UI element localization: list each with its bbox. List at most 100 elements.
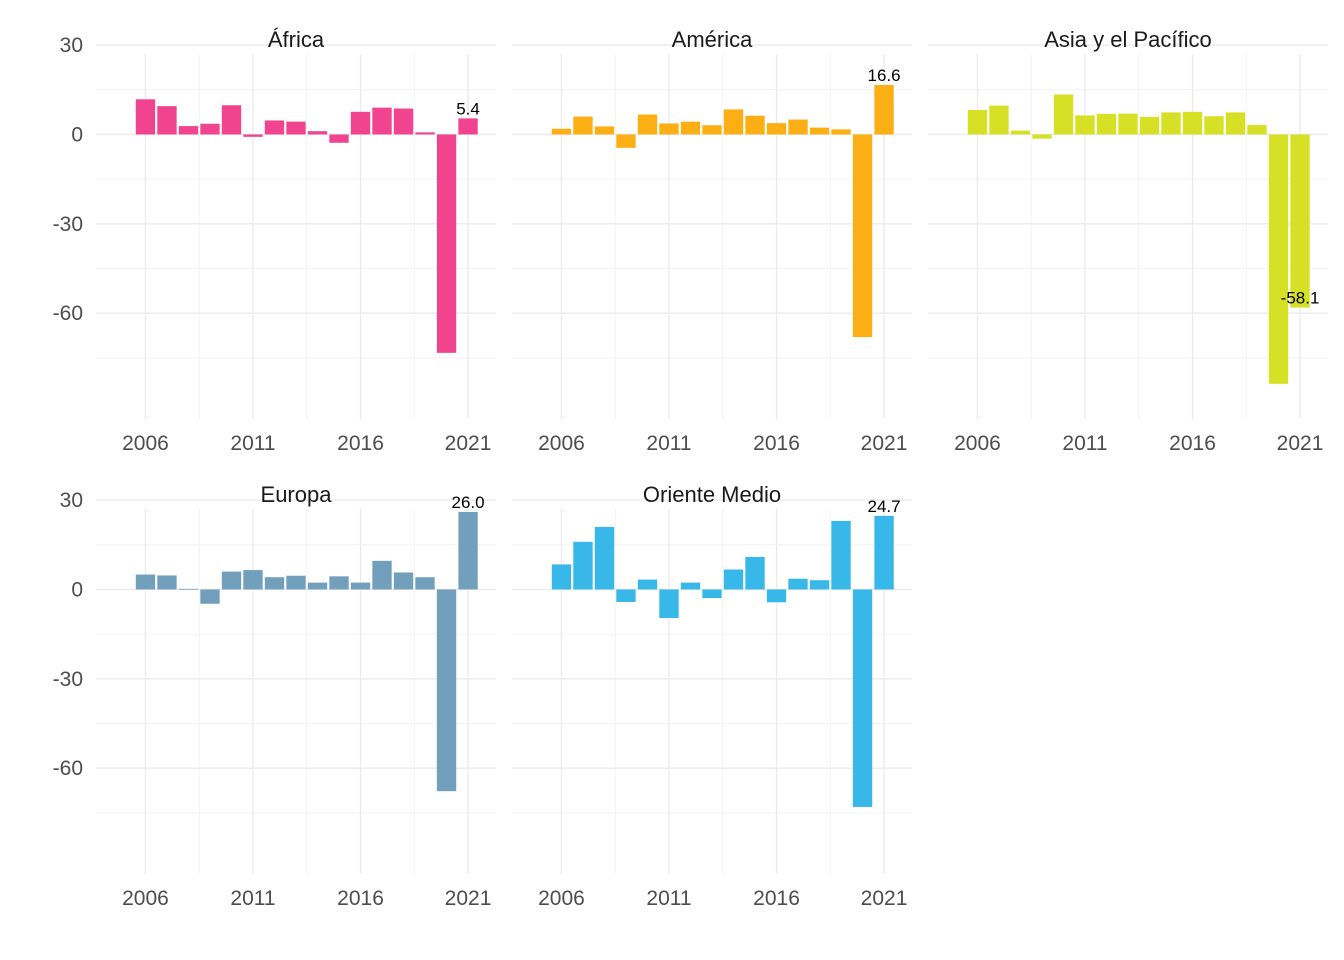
bar [831, 521, 850, 590]
bar [415, 132, 434, 134]
bar [351, 112, 370, 135]
bar [638, 114, 657, 134]
bar [157, 106, 176, 134]
bar [702, 125, 721, 134]
panel-oriente-medio: Oriente Medio 24.7 2006 2011 2016 2021 [512, 482, 912, 910]
bar [831, 129, 850, 134]
x-tick-label: 2016 [753, 887, 800, 910]
x-tick-label: 2011 [1062, 432, 1107, 455]
bar [222, 572, 241, 590]
x-tick-label: 2011 [230, 887, 275, 910]
bar [1032, 134, 1051, 138]
x-tick-label: 2006 [538, 887, 585, 910]
bar [968, 110, 987, 134]
bar [595, 126, 614, 134]
y-tick-label: -30 [53, 668, 83, 691]
bar [552, 129, 571, 135]
x-tick-label: 2016 [1169, 432, 1216, 455]
bar [745, 116, 764, 135]
x-tick-label: 2016 [337, 432, 384, 455]
bar [681, 583, 700, 590]
bar [308, 583, 327, 590]
bar [286, 576, 305, 590]
x-tick-label: 2006 [122, 432, 169, 455]
x-tick-label: 2006 [538, 432, 585, 455]
data-label: 26.0 [451, 493, 484, 512]
bar [1183, 112, 1202, 135]
bar [286, 122, 305, 135]
bar [222, 105, 241, 134]
bar [1269, 134, 1288, 383]
bar [136, 575, 155, 590]
bar [638, 580, 657, 590]
bar [200, 124, 219, 135]
data-label: 24.7 [867, 497, 900, 516]
panel-am-rica: América 16.6 2006 2011 2016 2021 [512, 27, 912, 455]
bar [437, 589, 456, 791]
data-label: 5.4 [456, 99, 480, 118]
bar [136, 99, 155, 134]
bar [874, 516, 893, 590]
bar [767, 589, 786, 602]
x-tick-label: 2011 [646, 432, 691, 455]
bar [458, 118, 477, 134]
bar [1290, 134, 1309, 307]
bar [874, 85, 893, 134]
x-tick-label: 2006 [954, 432, 1001, 455]
bar [552, 564, 571, 589]
bar [616, 589, 635, 602]
bar [810, 580, 829, 589]
bar [659, 123, 678, 134]
bar [1247, 125, 1266, 135]
bar [243, 570, 262, 589]
x-tick-label: 2021 [445, 887, 492, 910]
bar [200, 589, 219, 603]
facet-title: Oriente Medio [643, 482, 781, 507]
bar [394, 109, 413, 135]
x-tick-label: 2006 [122, 887, 169, 910]
bar [1161, 112, 1180, 134]
x-tick-label: 2021 [861, 432, 908, 455]
x-tick-label: 2016 [753, 432, 800, 455]
bar [265, 120, 284, 134]
data-label: 16.6 [867, 66, 900, 85]
bar [351, 583, 370, 590]
bar [788, 120, 807, 135]
x-tick-label: 2021 [861, 887, 908, 910]
y-tick-label: 30 [60, 489, 83, 512]
x-tick-label: 2021 [1277, 432, 1324, 455]
bar [788, 579, 807, 590]
facet-title: América [672, 27, 753, 52]
bar [372, 561, 391, 590]
bar [157, 575, 176, 589]
bar [1097, 114, 1116, 135]
bar [989, 106, 1008, 135]
bar [745, 557, 764, 589]
bar [1011, 131, 1030, 135]
bar [810, 128, 829, 135]
bar [1226, 112, 1245, 134]
bar [458, 512, 477, 589]
facet-title: África [268, 27, 325, 52]
y-tick-label: 0 [71, 123, 83, 146]
y-tick-label: -60 [53, 302, 83, 325]
panel--frica: África 5.4 30 0 -30 -60 2006 2011 2016 2021 [53, 27, 496, 455]
bar [573, 542, 592, 590]
bar [767, 123, 786, 134]
bar [1054, 95, 1073, 135]
bar [372, 108, 391, 135]
panel-asia-y-el-pac-fico: Asia y el Pacífico -58.1 2006 2011 2016 2021 [928, 27, 1328, 455]
bar [179, 126, 198, 134]
y-tick-label: -60 [53, 757, 83, 780]
y-tick-label: 0 [71, 578, 83, 601]
bar [853, 134, 872, 337]
bar [724, 109, 743, 134]
bar [394, 572, 413, 589]
panel-europa: Europa 26.0 30 0 -30 -60 2006 2011 2016 2021 [53, 482, 496, 910]
bar [595, 527, 614, 590]
bar [724, 569, 743, 589]
bar [853, 589, 872, 807]
bar [681, 122, 700, 135]
bar [415, 577, 434, 589]
